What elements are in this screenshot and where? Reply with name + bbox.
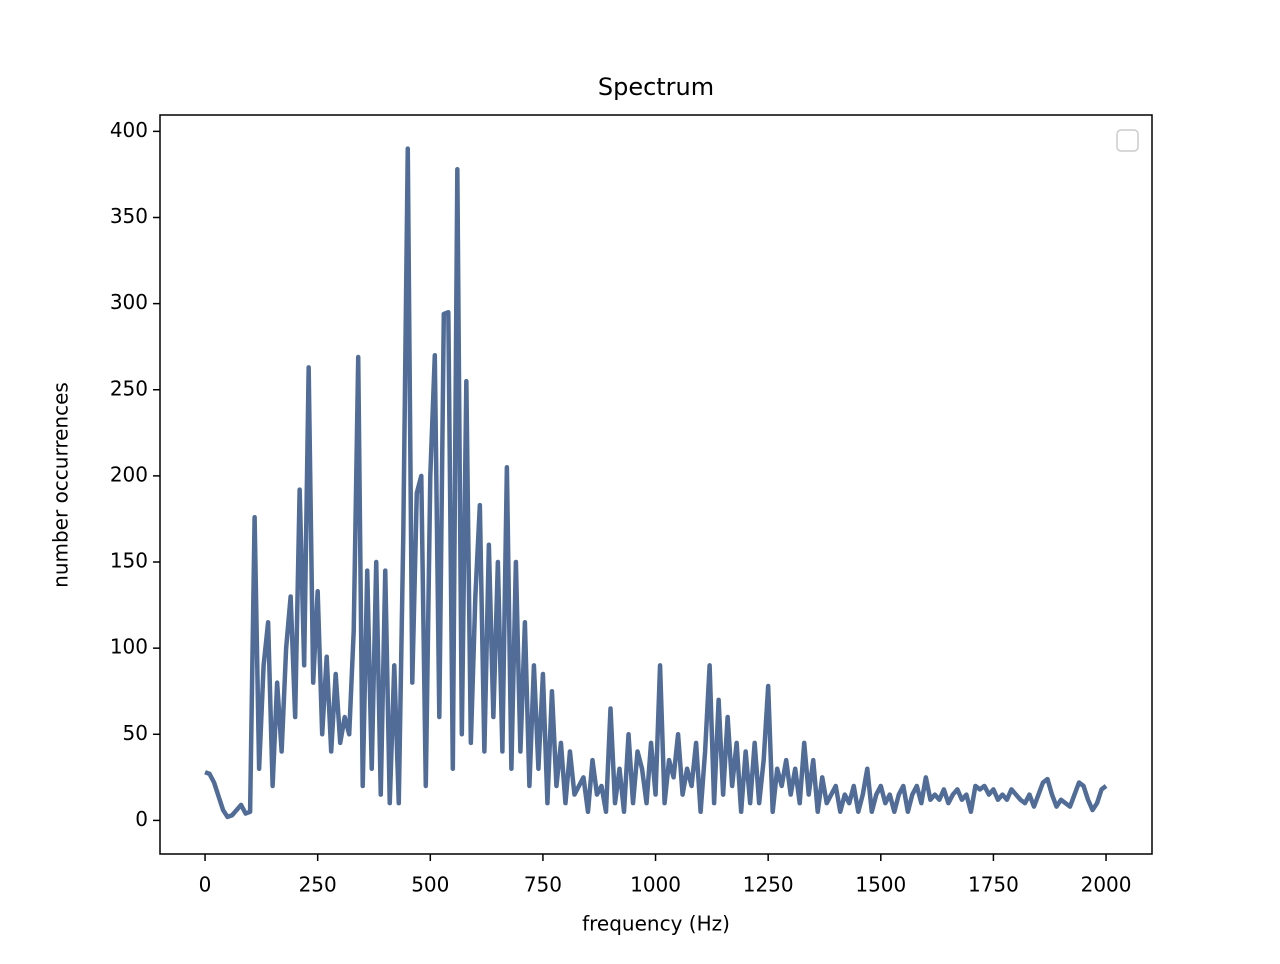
x-tick-label: 1000 (630, 873, 681, 897)
y-tick-label: 250 (110, 376, 148, 400)
y-tick-label: 0 (135, 807, 148, 831)
plot-area (204, 146, 1108, 820)
y-tick-label: 50 (123, 721, 148, 745)
y-tick-label: 300 (110, 290, 148, 314)
x-tick-label: 0 (199, 873, 212, 897)
x-tick-label: 250 (299, 873, 337, 897)
x-axis-label: frequency (Hz) (582, 912, 730, 936)
data-line (204, 146, 1108, 820)
x-tick-label: 1500 (855, 873, 906, 897)
y-tick-label: 100 (110, 635, 148, 659)
x-tick-label: 1250 (743, 873, 794, 897)
y-tick-label: 350 (110, 204, 148, 228)
x-tick-label: 500 (411, 873, 449, 897)
y-tick-label: 150 (110, 549, 148, 573)
chart-title: Spectrum (598, 73, 714, 101)
y-tick-label: 200 (110, 462, 148, 486)
x-tick-label: 2000 (1081, 873, 1132, 897)
x-tick-label: 1750 (968, 873, 1019, 897)
y-axis-label: number occurrences (49, 382, 73, 588)
y-tick-label: 400 (110, 118, 148, 142)
x-tick-label: 750 (524, 873, 562, 897)
legend (1116, 129, 1139, 152)
